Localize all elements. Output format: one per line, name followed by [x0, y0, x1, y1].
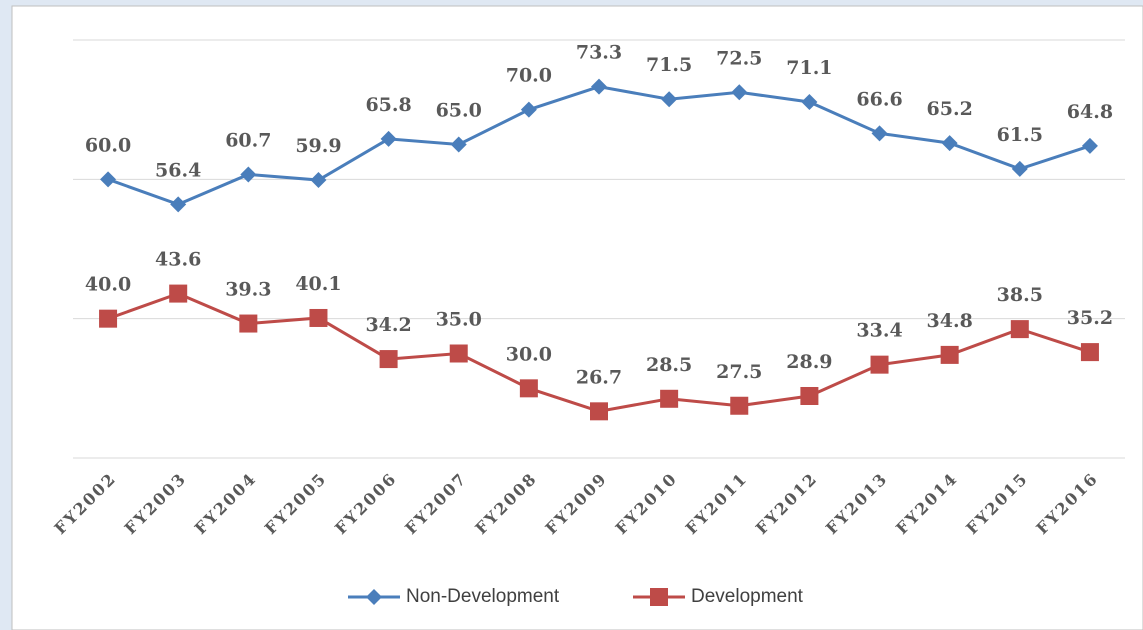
data-label: 26.7: [576, 366, 622, 388]
data-label: 72.5: [716, 47, 762, 69]
data-point: [731, 84, 748, 101]
data-label: 35.0: [436, 309, 482, 331]
legend-marker: [366, 589, 382, 605]
data-point: [309, 308, 328, 327]
legend-label: Non-Development: [406, 586, 560, 607]
legend-marker: [650, 588, 668, 606]
data-point: [520, 101, 537, 118]
data-point: [941, 135, 958, 152]
data-point: [310, 172, 327, 189]
data-label: 65.8: [365, 94, 411, 116]
data-label: 33.4: [856, 320, 902, 342]
data-label: 35.2: [1067, 307, 1113, 329]
data-label: 34.8: [927, 310, 973, 332]
data-label: 64.8: [1067, 101, 1113, 123]
data-point: [730, 396, 749, 415]
data-label: 65.0: [436, 100, 482, 122]
data-point: [379, 350, 398, 369]
data-point: [1081, 137, 1098, 154]
data-label: 71.5: [646, 54, 692, 76]
data-label: 60.7: [225, 129, 271, 151]
data-point: [590, 402, 608, 421]
data-point: [661, 91, 678, 108]
data-point: [660, 389, 679, 408]
data-point: [1011, 160, 1028, 177]
data-label: 43.6: [155, 249, 201, 271]
data-point: [239, 314, 258, 333]
data-point: [169, 284, 188, 303]
data-point: [1080, 343, 1099, 362]
data-point: [519, 379, 538, 398]
data-label: 70.0: [506, 65, 552, 87]
data-point: [100, 171, 117, 188]
data-point: [871, 125, 888, 142]
chart-area: [11, 5, 1143, 630]
data-label: 28.5: [646, 354, 692, 376]
data-point: [449, 344, 468, 363]
data-point: [1010, 320, 1029, 339]
data-label: 38.5: [997, 284, 1043, 306]
data-label: 34.2: [365, 314, 411, 336]
data-point: [801, 94, 818, 111]
data-point: [940, 345, 959, 364]
data-label: 28.9: [786, 351, 832, 373]
data-label: 56.4: [155, 159, 201, 181]
data-label: 40.0: [85, 274, 131, 296]
data-label: 30.0: [506, 343, 552, 365]
data-point: [870, 355, 889, 374]
data-label: 59.9: [295, 135, 341, 157]
data-label: 65.2: [927, 98, 973, 120]
data-label: 60.0: [85, 134, 131, 156]
data-label: 39.3: [225, 279, 271, 301]
data-label: 71.1: [786, 57, 832, 79]
data-label: 40.1: [295, 273, 341, 295]
data-label: 66.6: [856, 88, 902, 110]
data-point: [800, 386, 819, 405]
legend-label: Development: [691, 586, 804, 607]
data-label: 61.5: [997, 124, 1043, 146]
data-label: 73.3: [576, 42, 622, 64]
data-point: [170, 196, 187, 213]
data-point: [240, 166, 257, 183]
data-point: [99, 309, 118, 328]
data-point: [380, 130, 397, 147]
data-point: [591, 78, 607, 95]
data-point: [450, 136, 467, 153]
data-label: 27.5: [716, 361, 762, 383]
